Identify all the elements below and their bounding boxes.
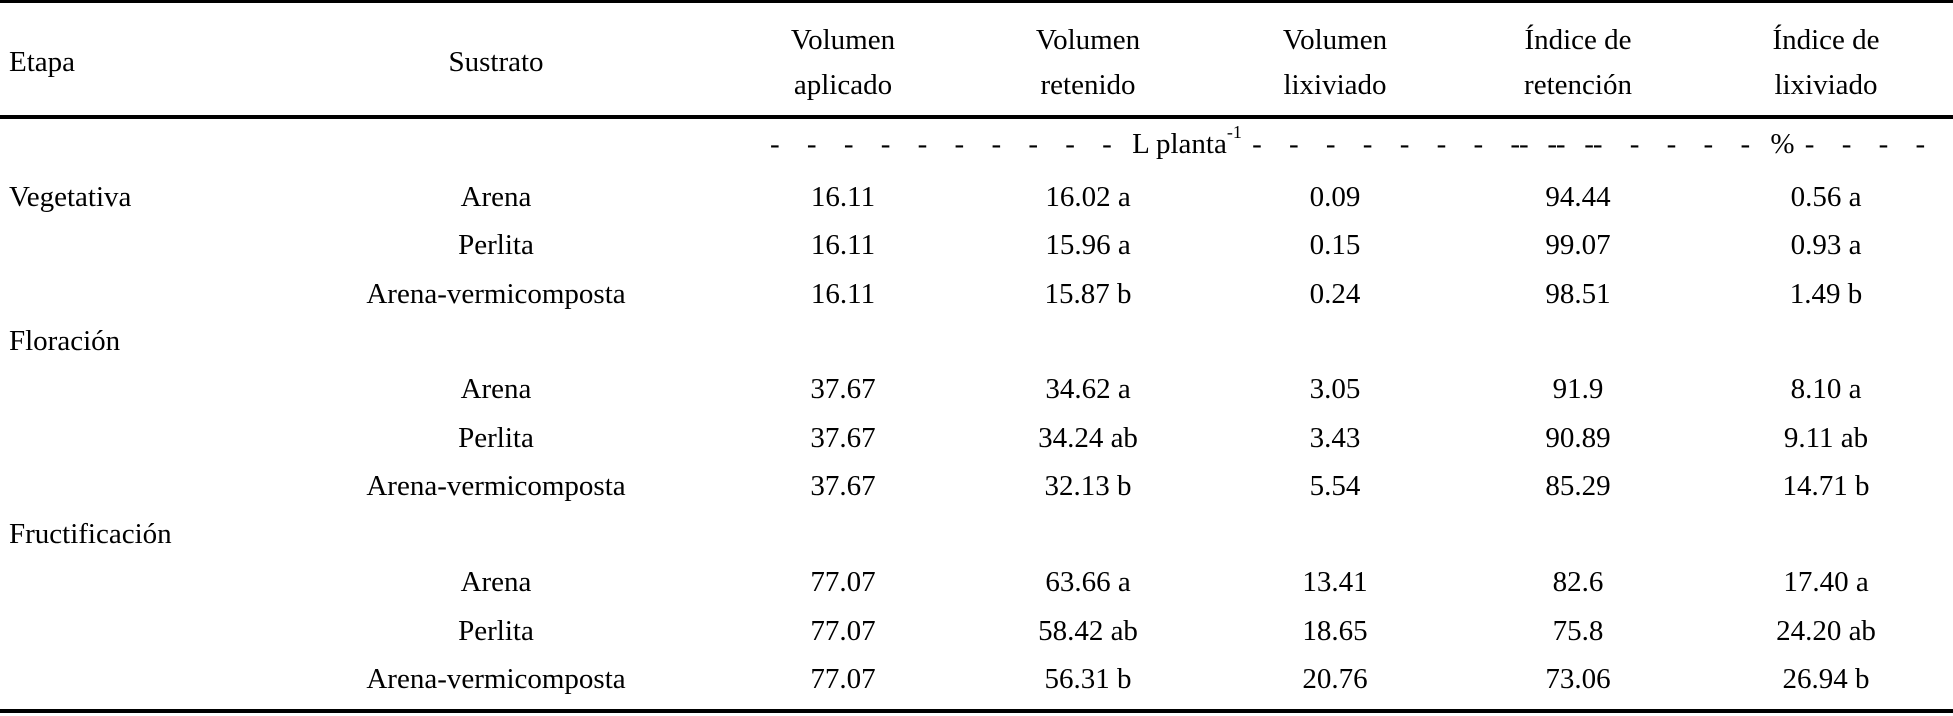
cell-vol-retenido: 16.02 a [1045,181,1131,213]
cell-indice-lixiviado: 0.93 a [1790,229,1862,262]
header-vol-retenido-line2: retenido [1040,69,1136,101]
cell-vol-aplicado: 77.07 [810,566,876,599]
cell-vol-aplicado: 37.67 [810,469,876,502]
cell-indice-lixiviado: 9.11 ab [1783,421,1869,454]
cell-vol-aplicado: 77.07 [810,662,876,695]
cell-vol-lixiviado: 3.43 [1309,421,1361,454]
cell-indice-lixiviado: 8.10 a [1790,373,1862,406]
cell-indice-lixiviado: 24.20 ab [1776,614,1876,647]
cell-vol-lixiviado: 0.24 [1309,277,1361,310]
header-etapa: Etapa [9,46,76,78]
header-vol-retenido-line1: Volumen [1035,24,1141,56]
cell-sustrato: Arena [460,566,532,599]
cell-vol-retenido: 15.96 a [1045,229,1131,262]
cell-sustrato: Perlita [458,421,534,454]
header-vol-lixiviado-line2: lixiviado [1283,69,1387,101]
units-percent-dashes-left: - - - - - - - [1519,128,1761,160]
cell-sustrato: Arena [460,181,532,213]
stage-label: Floración [9,325,121,357]
cell-indice-lixiviado: 1.49 b [1789,277,1863,310]
cell-sustrato: Arena-vermicomposta [366,662,626,695]
cell-vol-retenido: 34.62 a [1045,373,1131,406]
units-volume-exponent: -1 [1226,122,1242,143]
cell-indice-retencion: 75.8 [1552,614,1604,647]
cell-vol-aplicado: 16.11 [810,181,876,213]
cell-vol-lixiviado: 0.15 [1309,229,1361,262]
cell-vol-lixiviado: 18.65 [1302,614,1368,647]
cell-sustrato: Arena [460,373,532,406]
header-vol-lixiviado-line1: Volumen [1282,24,1388,56]
cell-vol-retenido: 15.87 b [1044,277,1132,310]
cell-indice-lixiviado: 17.40 a [1783,566,1869,599]
header-vol-aplicado-line1: Volumen [790,24,896,56]
header-vol-aplicado-line2: aplicado [793,69,893,101]
cell-indice-retencion: 90.89 [1545,421,1611,454]
header-sustrato: Sustrato [448,46,544,78]
cell-sustrato: Perlita [458,229,534,262]
cell-indice-retencion: 94.44 [1545,181,1611,213]
cell-indice-lixiviado: 26.94 b [1782,662,1870,695]
cell-indice-lixiviado: 14.71 b [1782,469,1870,502]
units-volume-dashes-left: - - - - - - - - - - [770,128,1122,160]
cell-sustrato: Arena-vermicomposta [366,277,626,310]
cell-vol-retenido: 34.24 ab [1038,421,1138,454]
units-volume-dashes-right: - - - - - - - - - - [1252,128,1604,160]
cell-indice-lixiviado: 0.56 a [1790,181,1862,213]
units-volume: - - - - - - - - - - L planta-1 - - - - -… [770,122,1604,164]
cell-vol-aplicado: 16.11 [810,277,876,310]
cell-vol-lixiviado: 20.76 [1302,662,1368,695]
header-indice-retencion-line1: Índice de [1524,24,1632,56]
cell-vol-retenido: 56.31 b [1044,662,1132,695]
header-indice-retencion-line2: retención [1524,69,1632,101]
units-volume-label: L planta [1132,128,1227,160]
cell-vol-lixiviado: 3.05 [1309,373,1361,406]
cell-vol-lixiviado: 5.54 [1309,469,1361,502]
cell-vol-aplicado: 37.67 [810,373,876,406]
cell-indice-retencion: 99.07 [1545,229,1611,262]
units-percent-label: % [1770,128,1795,160]
cell-indice-retencion: 73.06 [1545,662,1611,695]
cell-vol-aplicado: 77.07 [810,614,876,647]
header-indice-lixiviado-line1: Índice de [1772,24,1880,56]
cell-vol-retenido: 63.66 a [1045,566,1131,599]
cell-indice-retencion: 98.51 [1545,277,1611,310]
stage-label: Vegetativa [9,181,132,213]
cell-sustrato: Arena-vermicomposta [366,469,626,502]
cell-vol-aplicado: 37.67 [810,421,876,454]
stage-label: Fructificación [9,518,172,550]
header-indice-lixiviado-line2: lixiviado [1774,69,1878,101]
cell-vol-retenido: 58.42 ab [1038,614,1138,647]
units-percent: - - - - - - - % - - - - - - - [1519,124,1953,164]
cell-sustrato: Perlita [458,614,534,647]
cell-vol-lixiviado: 13.41 [1302,566,1368,599]
cell-vol-retenido: 32.13 b [1044,469,1132,502]
cell-indice-retencion: 82.6 [1552,566,1604,599]
units-percent-dashes-right: - - - - - - - [1804,128,1953,160]
cell-vol-aplicado: 16.11 [810,229,876,262]
table-top-rule [0,0,1953,3]
table-bottom-rule [0,709,1953,713]
cell-indice-retencion: 91.9 [1552,373,1604,406]
cell-indice-retencion: 85.29 [1545,469,1611,502]
table-header-rule [0,115,1953,119]
cell-vol-lixiviado: 0.09 [1309,181,1361,213]
